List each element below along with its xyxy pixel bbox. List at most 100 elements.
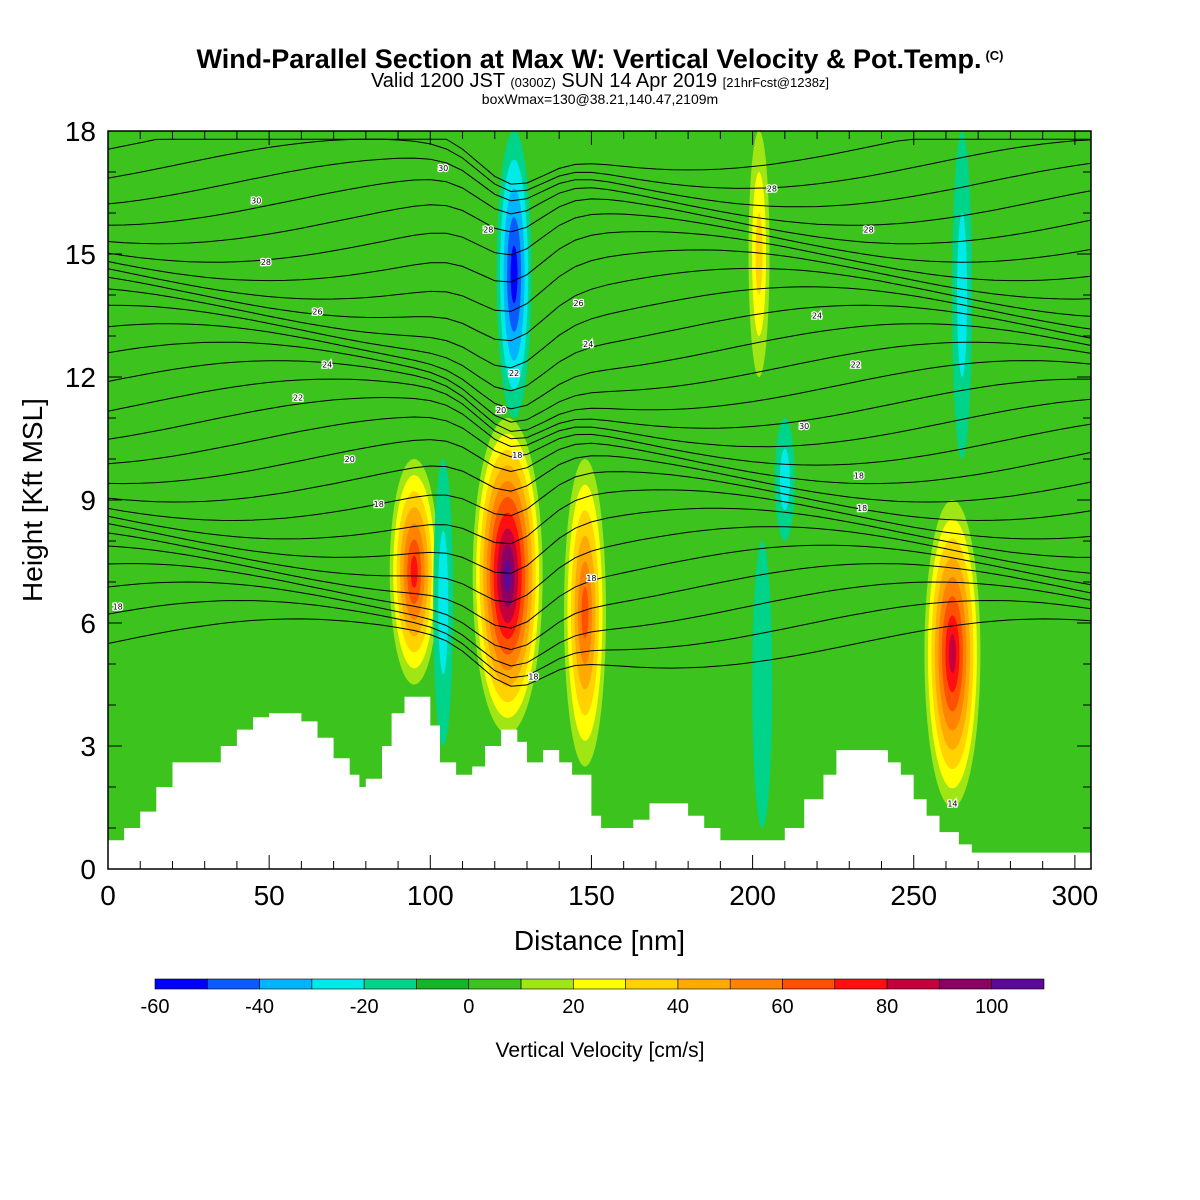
chart-title: Wind-Parallel Section at Max W: Vertical… (196, 44, 1004, 74)
velocity-contour-band (755, 213, 763, 295)
subtitle-utc: (0300Z) (510, 75, 556, 90)
velocity-contour-band (957, 213, 968, 377)
colorbar-label: Vertical Velocity [cm/s] (496, 1039, 705, 1062)
x-axis-label: Distance [nm] (514, 925, 685, 956)
velocity-contour-band (510, 245, 518, 304)
isoline-label: 20 (496, 406, 506, 415)
colorbar-swatch (520, 978, 574, 990)
isoline-label: 30 (799, 422, 809, 431)
theta-isoline (107, 581, 1092, 667)
theta-isoline (107, 526, 1092, 603)
isoline-label: 14 (947, 799, 957, 808)
velocity-contour-band (410, 555, 418, 588)
theta-isoline (107, 360, 1092, 432)
theta-isolines (107, 138, 1092, 687)
velocity-feature (774, 418, 795, 541)
isoline-label: 30 (251, 197, 261, 206)
theta-isoline (107, 267, 1092, 342)
colorbar-swatch (573, 978, 626, 990)
theta-isoline (107, 304, 1092, 392)
isoline-label: 18 (528, 672, 538, 681)
colorbar-swatch (991, 978, 1045, 990)
colorbar-tick-label: 100 (975, 996, 1008, 1018)
colorbar-swatch (886, 978, 940, 990)
velocity-feature (389, 459, 439, 685)
colorbar-tick-label: -20 (350, 996, 379, 1018)
x-tick-label: 250 (890, 880, 937, 911)
colorbar-tick-label: 0 (463, 996, 474, 1018)
colorbar: -60 -40 -20 0 20 40 60 80 100 Vertical Velocity [… (141, 978, 1045, 1062)
isoline-label: 18 (374, 500, 384, 509)
theta-isoline (107, 286, 1092, 369)
isoline-label: 22 (509, 369, 519, 378)
colorbar-swatch (154, 978, 208, 990)
colorbar-swatch (677, 978, 731, 990)
isoline-label: 18 (854, 471, 864, 480)
isoline-label: 24 (322, 361, 332, 370)
chart-subtitle: Valid 1200 JST (0300Z) SUN 14 Apr 2019 [… (370, 70, 830, 92)
velocity-feature (748, 131, 770, 377)
velocity-feature (496, 131, 532, 418)
theta-isoline (107, 341, 1092, 423)
colorbar-tick-label: 60 (771, 996, 793, 1018)
theta-isoline (107, 416, 1092, 466)
isoline-label: 30 (438, 164, 448, 173)
plot-area: 18 18 18 18 18 18 18 20 20 22 22 22 24 24 24 26 26 28 28 28… (107, 131, 1092, 869)
colorbar-swatch (939, 978, 993, 990)
colorbar-tick-label: -40 (245, 996, 274, 1018)
colorbar-tick-label: 80 (876, 996, 898, 1018)
colorbar-swatch (625, 978, 679, 990)
theta-isoline (107, 563, 1092, 651)
velocity-feature (433, 459, 454, 746)
theta-isoline (107, 249, 1092, 312)
y-tick-label: 0 (80, 854, 96, 885)
theta-isoline (107, 544, 1092, 629)
velocity-feature (472, 417, 543, 734)
theta-isoline (107, 618, 1092, 687)
isoline-label: 28 (261, 258, 271, 267)
colorbar-tick-label: 40 (667, 996, 689, 1018)
theta-isoline (107, 471, 1092, 522)
axes: 0 50 100 150 200 250 300 0 3 6 9 12 15 18 Distance [nm… (17, 116, 1098, 956)
theta-isoline (107, 507, 1092, 574)
colorbar-swatch (782, 978, 836, 990)
velocity-contour-band (438, 530, 449, 675)
isoline-label: 22 (293, 394, 303, 403)
colorbar-swatch (311, 978, 365, 990)
colorbar-tick-label: -60 (141, 996, 170, 1018)
x-tick-label: 100 (407, 880, 454, 911)
theta-isoline (107, 439, 1092, 485)
velocity-feature (952, 131, 973, 459)
isoline-label: 28 (864, 225, 874, 234)
isoline-label: 18 (586, 574, 596, 583)
isoline-label: 28 (483, 225, 493, 234)
isoline-label: 24 (812, 312, 822, 321)
colorbar-swatch (206, 978, 260, 990)
isoline-label: 26 (312, 307, 322, 316)
x-tick-label: 50 (254, 880, 285, 911)
theta-isoline (107, 157, 1092, 208)
theta-isoline (107, 489, 1092, 545)
x-tick-label: 300 (1052, 880, 1099, 911)
theta-isoline (107, 455, 1092, 503)
colorbar-swatch (363, 978, 417, 990)
y-axis-label: Height [Kft MSL] (17, 398, 48, 602)
theta-isoline (107, 213, 1092, 263)
x-tick-label: 200 (729, 880, 776, 911)
isoline-label: 20 (345, 455, 355, 464)
isoline-label: 18 (113, 603, 123, 612)
y-tick-label: 15 (65, 239, 96, 270)
velocity-contour-band (581, 587, 589, 639)
y-tick-label: 6 (80, 608, 96, 639)
velocity-feature (752, 541, 773, 828)
colorbar-tick-label: 20 (562, 996, 584, 1018)
velocity-feature (924, 500, 981, 808)
y-tick-label: 12 (65, 362, 96, 393)
chart-subtitle-2: boxWmax=130@38.21,140.47,2109m (481, 91, 719, 107)
x-tick-label: 0 (100, 880, 116, 911)
velocity-contour-band (948, 634, 956, 673)
theta-isoline (107, 179, 1092, 226)
x-tick-label: 150 (568, 880, 615, 911)
velocity-contour-band (752, 541, 773, 828)
